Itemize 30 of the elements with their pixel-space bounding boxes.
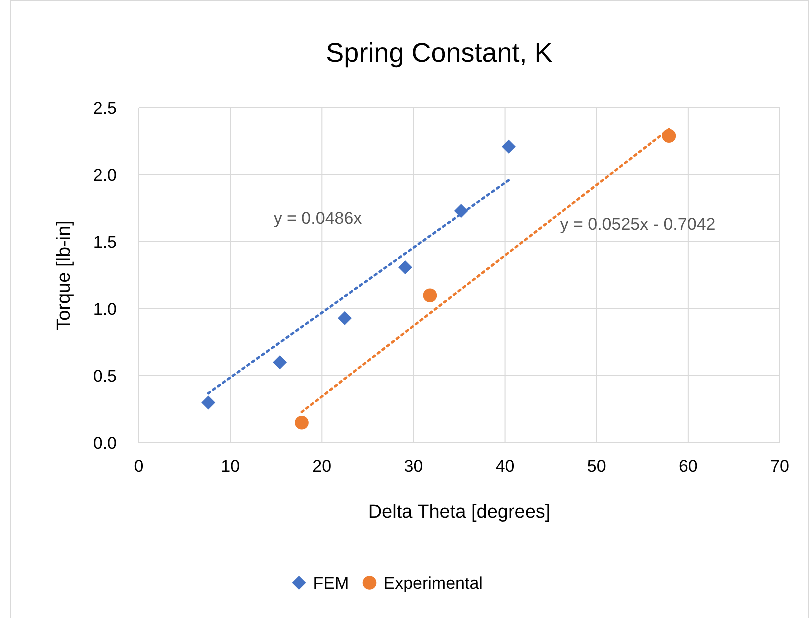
x-tick-label: 70 <box>770 457 790 476</box>
point <box>502 140 516 154</box>
y-axis-title: Torque [lb-in] <box>54 220 75 330</box>
x-tick-label: 0 <box>134 457 144 476</box>
point <box>398 260 412 274</box>
y-tick-label: 2.0 <box>93 166 117 185</box>
x-tick-label: 10 <box>221 457 240 476</box>
point <box>454 204 468 218</box>
x-tick-label: 60 <box>678 457 698 476</box>
legend-label: FEM <box>313 574 350 593</box>
annotation: y = 0.0525x - 0.7042 <box>560 215 716 234</box>
point <box>295 416 309 430</box>
point <box>423 288 438 302</box>
y-tick-label: 0.5 <box>93 367 117 386</box>
y-tick-label: 1.0 <box>93 300 117 319</box>
point <box>202 396 216 410</box>
x-tick-label: 50 <box>587 457 606 476</box>
point <box>338 311 352 326</box>
chart-title: Spring Constant, K <box>326 38 553 68</box>
y-tick-label: 0.0 <box>93 434 117 453</box>
y-tick-label: 1.5 <box>93 233 117 252</box>
point <box>662 129 676 144</box>
annotation: y = 0.0486x <box>274 209 363 228</box>
legend-label: Experimental <box>384 574 483 593</box>
x-axis-title: Delta Theta [degrees] <box>368 502 551 523</box>
point <box>273 356 288 370</box>
x-tick-label: 30 <box>404 457 424 476</box>
y-tick-label: 2.5 <box>93 99 117 118</box>
x-tick-label: 40 <box>496 457 515 476</box>
x-tick-label: 20 <box>312 457 332 476</box>
